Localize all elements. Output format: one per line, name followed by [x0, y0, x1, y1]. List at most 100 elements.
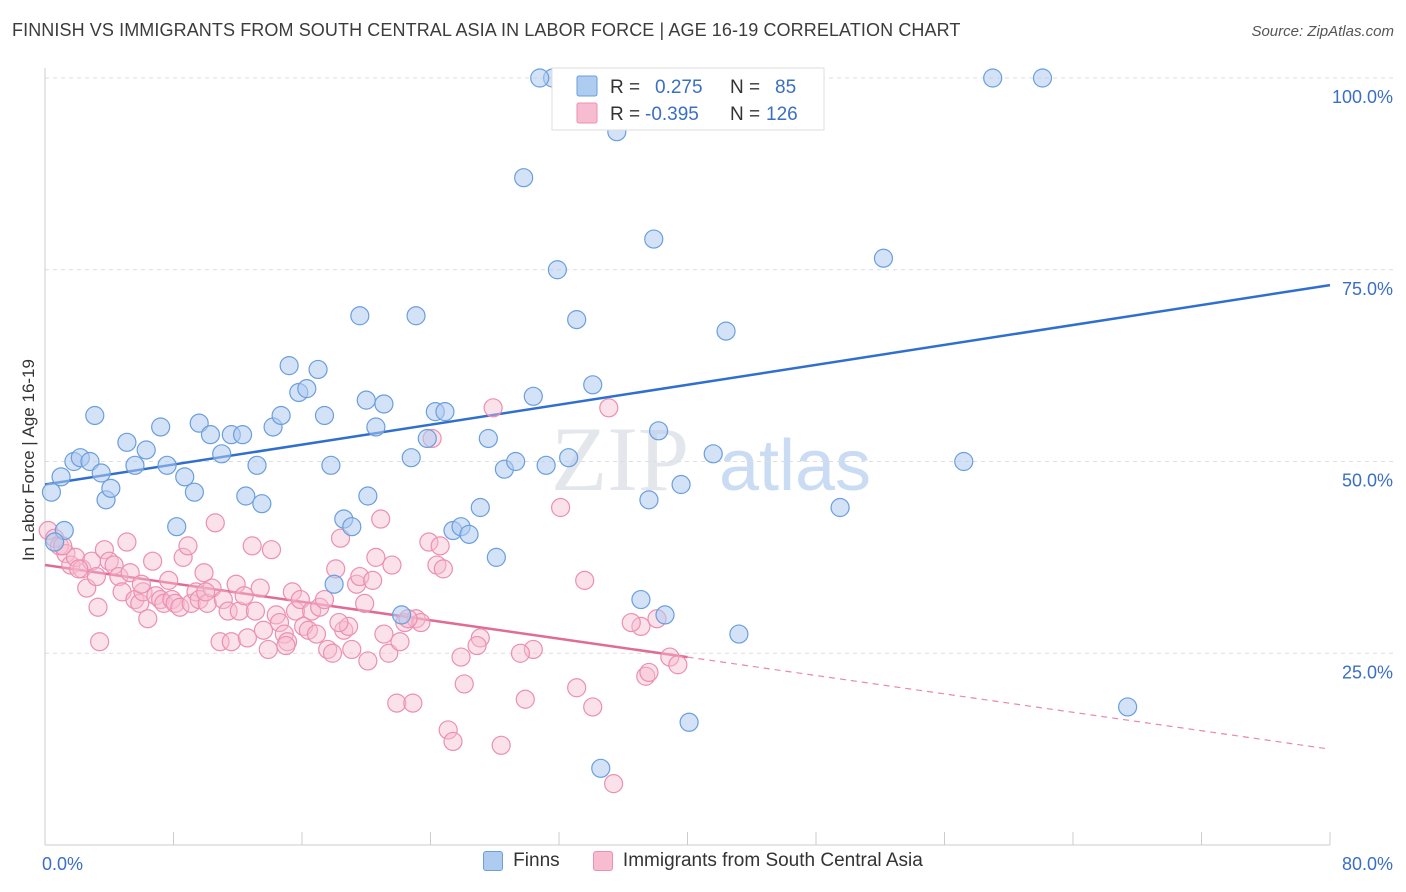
- point-finns: [175, 467, 195, 487]
- y-axis-label: In Labor Force | Age 16-19: [19, 359, 38, 561]
- y-tick-label: 75.0%: [1342, 279, 1393, 299]
- point-immigrants: [387, 693, 407, 713]
- point-finns: [314, 405, 335, 426]
- x-tick-label: 0.0%: [42, 854, 83, 874]
- point-immigrants: [130, 593, 150, 613]
- point-finns: [236, 486, 256, 506]
- point-finns: [830, 497, 850, 518]
- point-immigrants: [210, 632, 230, 652]
- point-immigrants: [120, 563, 140, 583]
- point-immigrants: [218, 601, 238, 621]
- legend-item-finns: Finns: [483, 850, 560, 872]
- point-immigrants: [438, 720, 458, 740]
- point-immigrants: [173, 547, 193, 567]
- point-immigrants: [347, 574, 367, 594]
- point-finns: [212, 444, 232, 464]
- point-immigrants: [523, 639, 543, 660]
- legend-r-value-1: 0.275: [655, 77, 703, 98]
- point-immigrants: [390, 632, 410, 652]
- point-finns: [136, 440, 156, 460]
- point-immigrants: [366, 547, 386, 567]
- point-immigrants: [403, 693, 423, 713]
- stats-legend: R = 0.275 N = 85 R = -0.395 N = 126: [551, 67, 825, 131]
- legend-swatch-finns: [576, 75, 598, 97]
- point-immigrants: [668, 655, 688, 675]
- point-finns: [478, 428, 498, 449]
- point-finns: [350, 306, 370, 326]
- point-immigrants: [205, 513, 225, 533]
- point-finns: [184, 482, 204, 502]
- legend-swatch-immigrants: [576, 102, 598, 124]
- point-finns: [514, 168, 534, 188]
- point-finns: [639, 490, 659, 510]
- point-finns: [271, 405, 291, 426]
- point-finns: [51, 467, 71, 487]
- legend-finns-swatch: [483, 851, 504, 871]
- point-immigrants: [133, 582, 153, 602]
- point-finns: [101, 478, 121, 498]
- point-immigrants: [451, 647, 471, 667]
- point-immigrants: [94, 540, 115, 560]
- legend-immigrants-swatch: [592, 851, 613, 871]
- point-immigrants: [358, 651, 378, 671]
- point-immigrants: [583, 697, 603, 717]
- point-finns: [308, 359, 328, 380]
- point-finns: [435, 402, 455, 422]
- point-immigrants: [621, 612, 641, 633]
- point-immigrants: [109, 566, 129, 587]
- point-immigrants: [56, 543, 76, 564]
- point-immigrants: [604, 774, 624, 794]
- point-finns: [655, 605, 675, 625]
- point-immigrants: [411, 612, 431, 633]
- point-finns: [356, 390, 376, 410]
- point-immigrants: [599, 398, 619, 418]
- point-finns: [631, 589, 651, 610]
- point-finns: [324, 574, 344, 594]
- point-immigrants: [229, 601, 249, 621]
- trend-line-immigrants-extension: [687, 656, 1331, 750]
- point-finns: [459, 524, 479, 544]
- point-finns: [151, 417, 171, 437]
- point-finns: [117, 432, 137, 452]
- point-immigrants: [261, 540, 282, 560]
- point-finns: [983, 68, 1003, 88]
- point-finns: [679, 712, 699, 732]
- point-immigrants: [276, 635, 296, 656]
- point-immigrants: [379, 643, 399, 663]
- chart-title: FINNISH VS IMMIGRANTS FROM SOUTH CENTRAL…: [12, 20, 961, 40]
- point-immigrants: [483, 398, 503, 418]
- point-immigrants: [371, 509, 391, 529]
- point-immigrants: [443, 731, 463, 752]
- point-immigrants: [143, 551, 163, 571]
- point-finns: [506, 451, 526, 472]
- point-finns: [366, 417, 386, 437]
- point-finns: [559, 448, 579, 468]
- point-immigrants: [237, 628, 257, 648]
- point-immigrants: [117, 532, 137, 552]
- point-immigrants: [363, 570, 383, 590]
- point-finns: [671, 474, 691, 495]
- point-immigrants: [138, 609, 158, 629]
- tick-labels: 100.0% 75.0% 50.0% 25.0% 0.0% 80.0%: [42, 87, 1393, 874]
- point-immigrants: [355, 593, 375, 613]
- point-finns: [486, 547, 506, 567]
- point-immigrants: [374, 624, 394, 644]
- chart-source: Source: ZipAtlas.com: [1251, 23, 1394, 40]
- gridlines: [45, 77, 1395, 654]
- point-immigrants: [329, 612, 349, 633]
- point-immigrants: [178, 536, 198, 556]
- point-immigrants: [382, 555, 402, 575]
- point-finns: [591, 758, 611, 778]
- point-immigrants: [342, 639, 362, 660]
- point-immigrants: [330, 528, 351, 548]
- trend-line-immigrants: [44, 563, 688, 659]
- legend-r-label-2: R =: [610, 104, 640, 125]
- point-immigrants: [266, 605, 286, 625]
- point-immigrants: [194, 563, 214, 583]
- point-finns: [252, 494, 272, 514]
- point-immigrants: [226, 574, 246, 594]
- point-finns: [247, 455, 267, 475]
- point-finns: [716, 321, 736, 341]
- point-immigrants: [639, 662, 659, 683]
